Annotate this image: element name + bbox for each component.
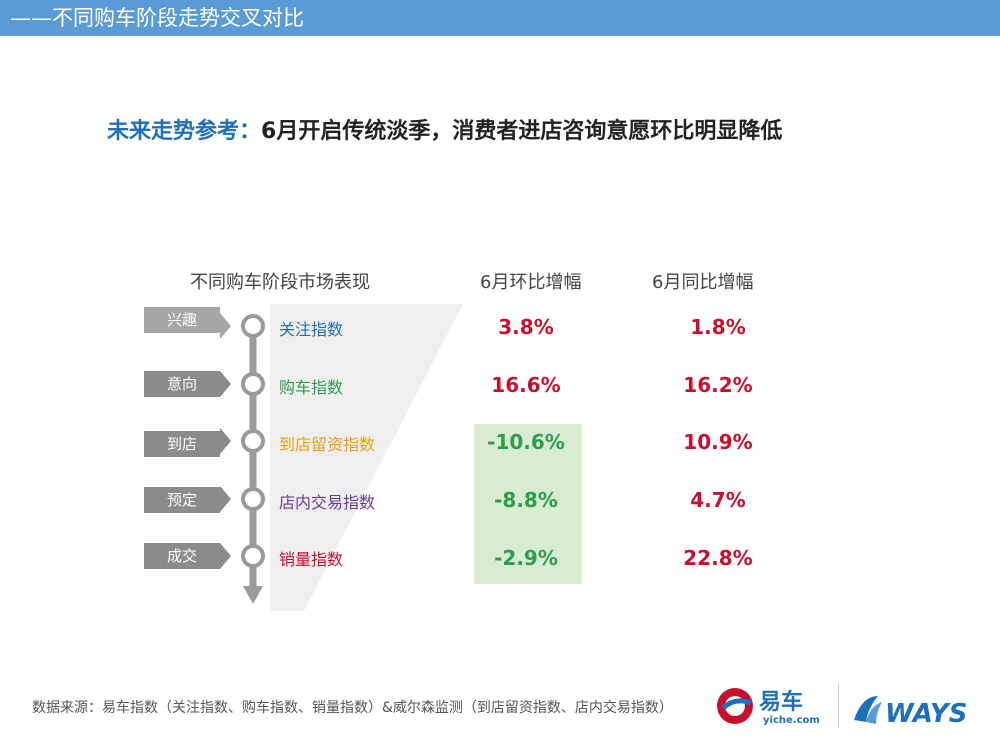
yoy-value: 4.7%	[690, 488, 746, 512]
ways-logo: WAYS	[854, 696, 967, 729]
timeline-node-icon	[241, 487, 265, 511]
stage-label-deal: 成交	[144, 543, 220, 569]
timeline-node-icon	[241, 372, 265, 396]
headline-text: 6月开启传统淡季，消费者进店咨询意愿环比明显降低	[261, 119, 783, 144]
svg-text:WAYS: WAYS	[885, 699, 967, 729]
stage-label-visit: 到店	[144, 431, 220, 457]
index-name: 到店留资指数	[279, 435, 376, 454]
yoy-value: 1.8%	[690, 315, 746, 339]
stage-label-interest: 兴趣	[144, 307, 220, 333]
mom-value: -2.9%	[494, 546, 558, 570]
svg-text:易车: 易车	[759, 689, 803, 715]
column-header-stage: 不同购车阶段市场表现	[190, 272, 370, 293]
index-name: 关注指数	[279, 320, 344, 339]
decline-highlight	[474, 424, 582, 584]
stage-label-reserve: 预定	[144, 487, 220, 513]
index-name: 销量指数	[279, 550, 344, 569]
stage-label-intent: 意向	[144, 371, 220, 397]
yoy-value: 22.8%	[683, 546, 753, 570]
yoy-value: 10.9%	[683, 430, 753, 454]
yoy-value: 16.2%	[683, 373, 753, 397]
index-name: 购车指数	[279, 378, 344, 397]
headline-prefix: 未来走势参考：	[107, 119, 262, 144]
timeline-node-icon	[241, 429, 265, 453]
column-header-yoy: 6月同比增幅	[652, 272, 754, 293]
timeline-node-icon	[241, 314, 265, 338]
page-title: ——不同购车阶段走势交叉对比	[10, 6, 304, 30]
logo-divider	[838, 684, 839, 728]
timeline-arrow-icon	[243, 586, 263, 604]
yiche-logo: 易车 yiche.com	[717, 688, 820, 726]
mom-value: -10.6%	[487, 430, 565, 454]
column-header-mom: 6月环比增幅	[480, 272, 582, 293]
header-bar: ——不同购车阶段走势交叉对比	[0, 0, 1000, 36]
svg-text:yiche.com: yiche.com	[763, 715, 820, 726]
funnel-shape	[270, 304, 463, 611]
data-source-note: 数据来源：易车指数（关注指数、购车指数、销量指数）&威尔森监测（到店留资指数、店…	[32, 700, 673, 716]
timeline-node-icon	[241, 544, 265, 568]
mom-value: 3.8%	[498, 315, 554, 339]
index-name: 店内交易指数	[279, 493, 376, 512]
mom-value: 16.6%	[491, 373, 561, 397]
mom-value: -8.8%	[494, 488, 558, 512]
headline: 未来走势参考：6月开启传统淡季，消费者进店咨询意愿环比明显降低	[107, 113, 782, 145]
